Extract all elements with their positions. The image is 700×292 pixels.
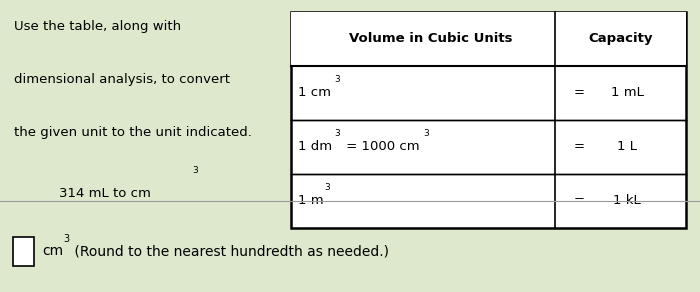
Text: 3: 3 [324, 183, 330, 192]
Text: =: = [573, 194, 584, 207]
Text: 1 L: 1 L [617, 140, 637, 153]
Text: 1 dm: 1 dm [298, 140, 332, 153]
Text: 3: 3 [334, 75, 340, 84]
Text: 3: 3 [423, 129, 428, 138]
Bar [290, 12, 686, 228]
Bar [13, 237, 34, 266]
Text: 314 mL to cm: 314 mL to cm [42, 187, 151, 200]
Text: = 1000 cm: = 1000 cm [342, 140, 420, 153]
Text: 3: 3 [193, 166, 198, 175]
Text: 1 m: 1 m [298, 194, 323, 207]
Text: 1 mL: 1 mL [611, 86, 644, 99]
Text: dimensional analysis, to convert: dimensional analysis, to convert [14, 73, 230, 86]
Text: 3: 3 [63, 234, 69, 244]
Text: Use the table, along with: Use the table, along with [14, 20, 181, 34]
Text: 1 kL: 1 kL [613, 194, 641, 207]
Text: Volume in Cubic Units: Volume in Cubic Units [349, 32, 512, 45]
Bar [290, 12, 686, 66]
Text: =: = [573, 86, 584, 99]
Text: =: = [573, 140, 584, 153]
Text: cm: cm [42, 244, 63, 258]
Text: Capacity: Capacity [589, 32, 653, 45]
Text: the given unit to the unit indicated.: the given unit to the unit indicated. [14, 126, 252, 139]
Text: 1 cm: 1 cm [298, 86, 330, 99]
Text: (Round to the nearest hundredth as needed.): (Round to the nearest hundredth as neede… [70, 244, 389, 258]
Text: 3: 3 [334, 129, 340, 138]
